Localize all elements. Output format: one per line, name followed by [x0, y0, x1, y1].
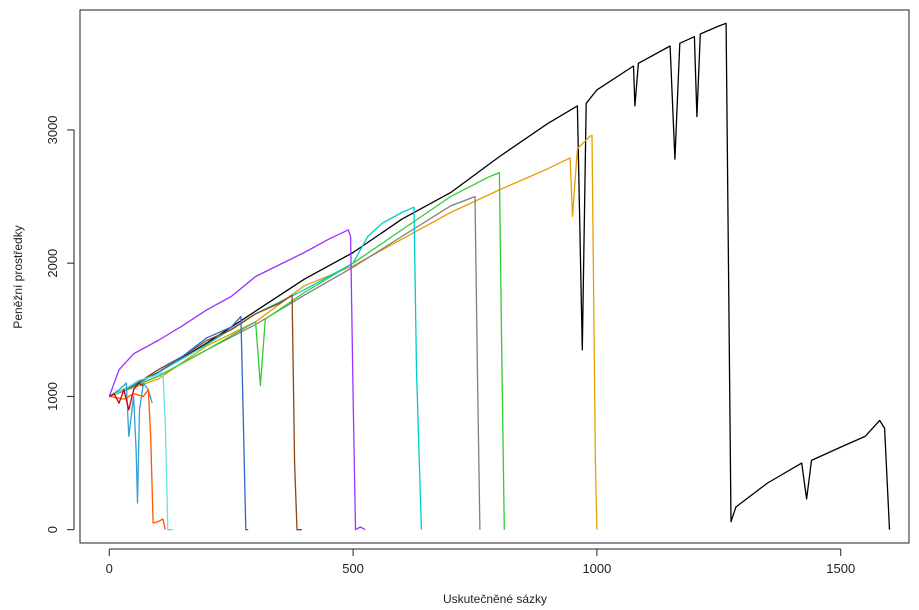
- series-line-4: [109, 171, 505, 530]
- x-axis-title: Uskutečněné sázky: [443, 592, 547, 606]
- x-tick-label: 500: [342, 561, 364, 576]
- y-axis-title: Peněžní prostředky: [11, 225, 25, 328]
- y-axis: 0 1000 2000 3000: [45, 115, 75, 533]
- x-axis: 0 500 1000 1500: [106, 548, 855, 576]
- series-line-8: [109, 315, 249, 531]
- x-tick-label: 1500: [826, 561, 855, 576]
- series-line-10: [108, 382, 153, 504]
- x-tick-label: 0: [106, 561, 113, 576]
- x-tick-label: 1000: [582, 561, 611, 576]
- series-line-7: [109, 294, 302, 531]
- y-tick-label: 2000: [45, 249, 60, 278]
- y-tick-label: 1000: [45, 382, 60, 411]
- series-line-11: [109, 389, 166, 530]
- series-line-2: [109, 134, 598, 530]
- plot-frame: [79, 9, 910, 544]
- series-line-5: [109, 206, 423, 530]
- series-line-12: [108, 382, 144, 411]
- series-layer: [108, 22, 891, 531]
- y-tick-label: 3000: [45, 115, 60, 144]
- y-tick-label: 0: [45, 526, 60, 533]
- series-line-1: [109, 22, 891, 530]
- series-line-6: [108, 229, 366, 531]
